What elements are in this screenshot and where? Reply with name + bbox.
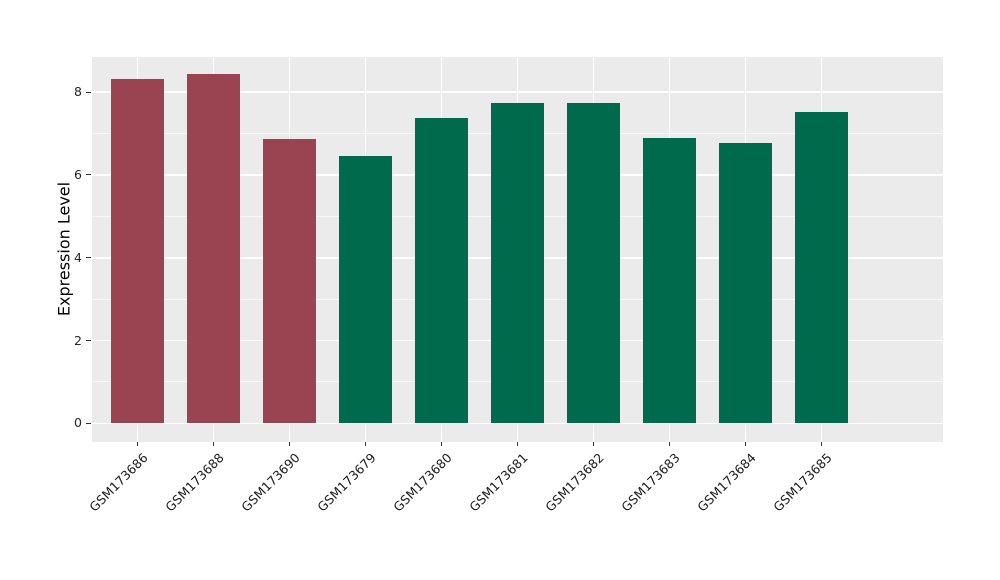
bar-gsm173688 [186,74,241,424]
bar-gsm173684 [718,143,773,424]
x-tick-mark [668,442,670,446]
y-tick-mark [86,91,91,93]
plot-panel [92,57,943,442]
y-tick-label: 0 [74,415,82,431]
x-tick-mark [137,442,139,446]
y-tick-mark [86,422,91,424]
y-tick-label: 6 [74,166,82,182]
x-tick-mark [441,442,443,446]
x-tick-mark [289,442,291,446]
bar-gsm173682 [566,102,621,424]
bar-gsm173679 [338,155,393,424]
bar-gsm173686 [110,79,165,424]
y-tick-mark [86,257,91,259]
y-tick-label: 2 [74,332,82,348]
x-tick-label: GSM173681 [466,450,532,515]
x-tick-mark [592,442,594,446]
x-tick-label: GSM173685 [770,450,836,515]
bar-gsm173680 [414,118,469,424]
x-tick-mark [517,442,518,446]
x-tick-label: GSM173684 [694,450,760,515]
x-tick-mark [365,442,367,446]
y-tick-label: 4 [74,249,82,265]
bar-gsm173690 [262,138,317,424]
bar-gsm173685 [794,112,849,424]
x-tick-label: GSM173679 [314,450,380,515]
x-tick-label: GSM173686 [86,450,152,515]
y-tick-mark [86,174,91,176]
x-tick-mark [820,442,822,446]
y-tick-mark [86,340,91,342]
x-tick-label: GSM173682 [542,450,608,515]
x-tick-label: GSM173680 [390,450,456,515]
x-tick-mark [744,442,746,446]
x-tick-label: GSM173688 [162,450,228,515]
y-tick-label: 8 [74,84,82,100]
x-tick-label: GSM173683 [618,450,684,515]
x-tick-mark [213,442,215,446]
bar-gsm173681 [490,102,545,424]
bar-gsm173683 [642,137,697,424]
x-tick-label: GSM173690 [238,450,304,515]
